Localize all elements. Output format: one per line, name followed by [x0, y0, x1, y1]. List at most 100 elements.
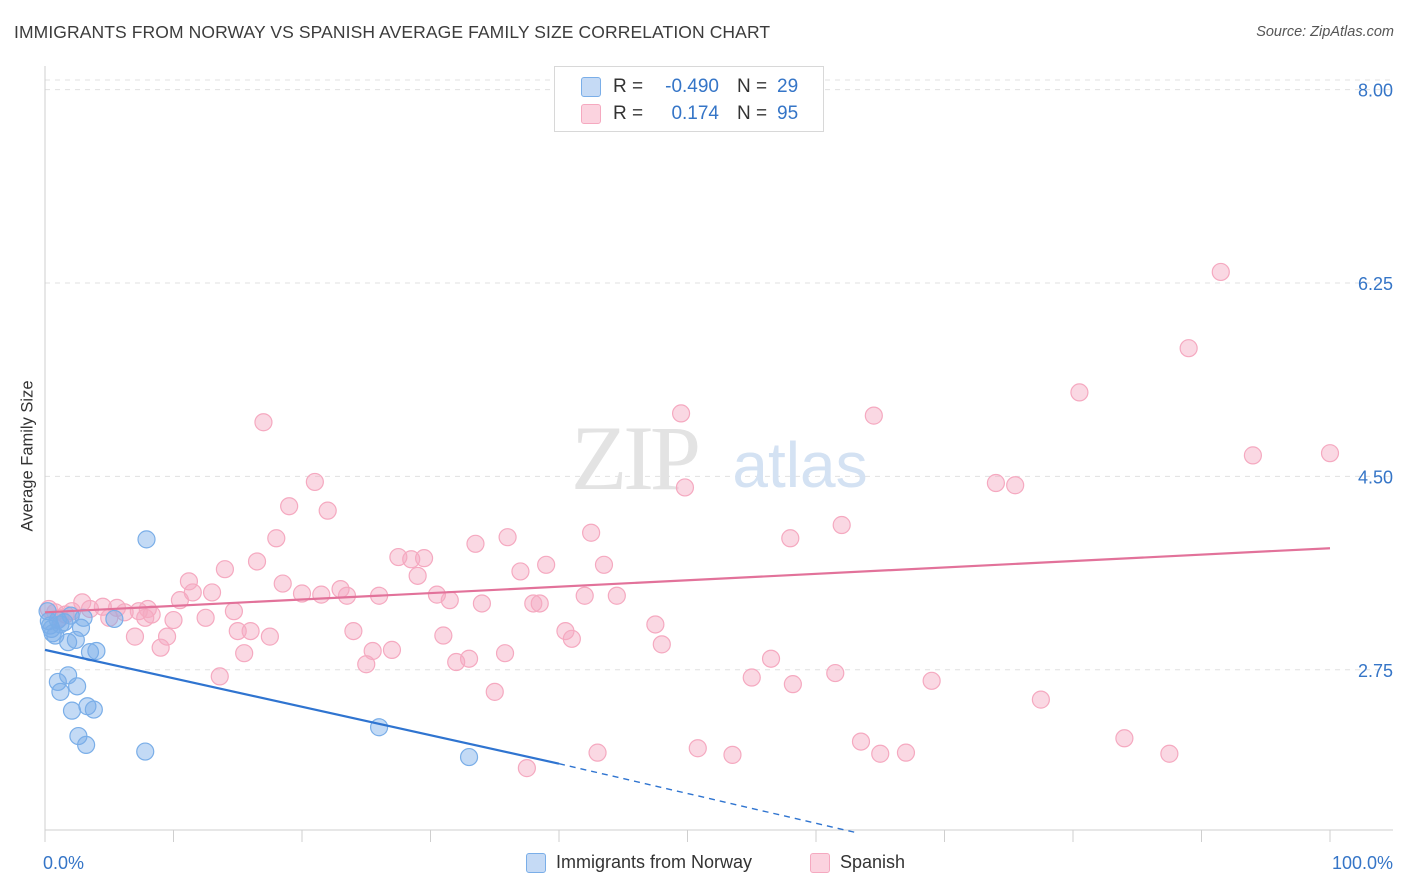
series-legend-spanish: Spanish [810, 852, 905, 873]
series-legend: Immigrants from Norway Spanish [0, 852, 1406, 878]
data-point-spanish [337, 586, 357, 605]
data-point-spanish [896, 743, 916, 762]
tick-labels: 2.75 4.50 6.25 8.00 0.0% 100.0% [43, 81, 1393, 873]
data-point-spanish [235, 644, 254, 663]
data-point-spanish [434, 626, 453, 645]
data-point-norway [87, 641, 106, 661]
watermark-zip: ZIP [571, 407, 698, 509]
legend-r-label: R = [613, 76, 644, 97]
data-point-spanish [495, 644, 515, 663]
trendline-spanish [44, 547, 1331, 614]
y-tick-label: 4.50 [1358, 467, 1393, 487]
axes [44, 66, 1393, 842]
data-point-spanish [675, 478, 695, 497]
data-point-norway [105, 609, 124, 629]
data-point-spanish [273, 574, 292, 593]
trendline-norway-extension [558, 763, 855, 833]
data-point-spanish [305, 472, 324, 492]
grid-lines [45, 79, 1393, 671]
data-point-spanish [414, 549, 434, 568]
data-point-norway [62, 701, 82, 720]
legend-n-value: 29 [777, 76, 799, 97]
data-point-spanish [440, 591, 459, 610]
data-point-spanish [511, 562, 530, 581]
data-point-spanish [588, 743, 607, 762]
y-tick-label: 8.00 [1358, 81, 1393, 101]
data-point-spanish [202, 583, 222, 602]
legend-r-label: R = [613, 103, 644, 124]
data-point-spanish [382, 640, 402, 659]
data-point-spanish [1160, 744, 1179, 763]
data-point-spanish [826, 663, 845, 683]
x-tick-label-min: 0.0% [43, 853, 84, 873]
legend-row-norway: R = -0.490 N = 29 [581, 74, 798, 100]
data-point-spanish [646, 615, 665, 634]
data-point-spanish [247, 552, 267, 571]
data-point-spanish [1243, 446, 1263, 465]
y-tick-label: 2.75 [1358, 661, 1393, 681]
trendlines [44, 547, 1331, 833]
watermark-atlas: atlas [732, 429, 867, 501]
data-point-spanish [1211, 262, 1230, 282]
data-point-spanish [318, 501, 337, 520]
legend-r-value: -0.490 [665, 76, 719, 97]
series-label-spanish: Spanish [840, 852, 906, 872]
data-point-norway [51, 682, 70, 701]
legend-swatch-spanish [581, 104, 601, 124]
data-point-spanish [652, 635, 671, 654]
data-point-spanish [267, 529, 286, 548]
data-point-spanish [344, 621, 363, 641]
data-point-spanish [723, 745, 742, 764]
data-point-spanish [986, 473, 1006, 493]
data-point-spanish [1320, 444, 1340, 463]
data-point-spanish [179, 572, 199, 591]
data-point-spanish [1006, 476, 1025, 495]
data-point-spanish [241, 621, 260, 641]
data-point-spanish [151, 638, 170, 657]
data-point-spanish [408, 566, 427, 585]
data-point-spanish [1070, 383, 1089, 402]
data-point-spanish [472, 594, 491, 613]
data-point-spanish [125, 627, 145, 646]
data-point-spanish [1115, 729, 1134, 748]
legend-row-spanish: R = 0.174 N = 95 [581, 101, 798, 127]
trendline-norway [44, 648, 560, 765]
legend-n-label: N = [737, 103, 768, 124]
data-point-spanish [93, 597, 112, 616]
legend-n-label: N = [737, 76, 768, 97]
data-point-norway [77, 735, 96, 755]
chart-title: IMMIGRANTS FROM NORWAY VS SPANISH AVERAG… [14, 22, 771, 42]
data-point-norway [459, 747, 479, 767]
data-point-spanish [1031, 690, 1050, 709]
legend-swatch-norway [581, 77, 601, 97]
data-point-spanish [575, 586, 594, 605]
data-point-spanish [781, 529, 800, 548]
series-swatch-norway [526, 852, 546, 873]
data-point-spanish [594, 555, 614, 574]
data-point-spanish [742, 668, 761, 687]
norway-points [38, 530, 479, 767]
data-point-norway [68, 677, 87, 696]
data-point-spanish [402, 550, 421, 569]
data-point-spanish [459, 649, 479, 668]
data-point-norway [370, 718, 389, 737]
data-point-norway [84, 700, 103, 719]
data-point-spanish [164, 610, 183, 630]
data-point-spanish [466, 534, 485, 553]
data-point-spanish [524, 594, 543, 613]
data-point-spanish [530, 594, 549, 613]
data-point-spanish [138, 599, 157, 619]
series-label-norway: Immigrants from Norway [556, 852, 753, 872]
data-point-spanish [783, 675, 802, 694]
source-label: Source: ZipAtlas.com [1256, 24, 1394, 40]
correlation-legend: R = -0.490 N = 29 R = 0.174 N = 95 [554, 66, 824, 132]
data-point-spanish [582, 523, 601, 542]
data-point-spanish [851, 732, 871, 751]
data-point-spanish [280, 497, 299, 516]
legend-n-value: 95 [777, 103, 799, 124]
data-point-spanish [260, 627, 279, 646]
data-point-norway [74, 608, 93, 627]
data-point-spanish [254, 413, 273, 432]
spanish-points [39, 262, 1340, 778]
data-point-spanish [292, 584, 312, 603]
